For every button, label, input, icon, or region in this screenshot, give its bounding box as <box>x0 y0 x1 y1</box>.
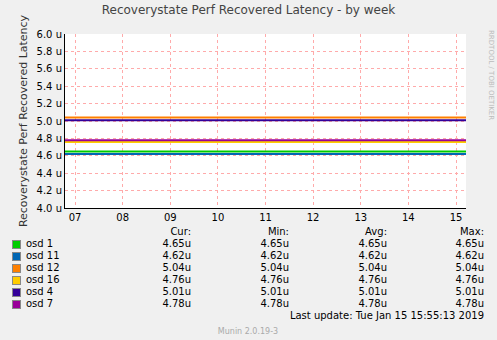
svg-text:5.4 u: 5.4 u <box>37 81 62 92</box>
svg-text:08: 08 <box>116 212 129 223</box>
html-text:4.76u: 4.76u <box>358 274 387 285</box>
svg-text:13: 13 <box>354 212 367 223</box>
html-text:RRDTOOL / TOBI OETIKER: RRDTOOL / TOBI OETIKER <box>487 30 495 121</box>
svg-text:15: 15 <box>450 212 463 223</box>
html-text:4.76u: 4.76u <box>162 274 191 285</box>
svg-text:4.8 u: 4.8 u <box>37 133 62 144</box>
html-text:4.62u: 4.62u <box>358 250 387 261</box>
html-text:osd 1: osd 1 <box>26 238 54 249</box>
svg-text:5.8 u: 5.8 u <box>37 46 62 57</box>
svg-text:4.6 u: 4.6 u <box>37 150 62 161</box>
svg-text:6.0 u: 6.0 u <box>37 29 62 40</box>
svg-text:4.0 u: 4.0 u <box>37 203 62 214</box>
svg-text:07: 07 <box>69 212 82 223</box>
html-text:5.01u: 5.01u <box>162 286 191 297</box>
html-text:osd 11: osd 11 <box>26 250 60 261</box>
html-text:4.78u: 4.78u <box>358 298 387 309</box>
svg-text:09: 09 <box>164 212 177 223</box>
svg-text:10: 10 <box>212 212 225 223</box>
html-text:5.01u: 5.01u <box>260 286 289 297</box>
svg-text:Recoverystate Perf Recovered L: Recoverystate Perf Recovered Latency <box>17 14 30 227</box>
html-text:4.62u: 4.62u <box>260 250 289 261</box>
html-text:osd 16: osd 16 <box>26 274 60 285</box>
html-text:4.65u: 4.65u <box>358 238 387 249</box>
html-text:osd 12: osd 12 <box>26 262 60 273</box>
html-text:4.78u: 4.78u <box>260 298 289 309</box>
svg-text:4.2 u: 4.2 u <box>37 185 62 196</box>
html-text:5.01u: 5.01u <box>455 286 484 297</box>
html-text:4.65u: 4.65u <box>260 238 289 249</box>
html-text:Cur:: Cur: <box>170 226 191 237</box>
html-text:5.01u: 5.01u <box>358 286 387 297</box>
svg-text:5.6 u: 5.6 u <box>37 63 62 74</box>
html-text:4.76u: 4.76u <box>455 274 484 285</box>
html-text:Last update: Tue Jan 15 15:55:: Last update: Tue Jan 15 15:55:13 2019 <box>289 310 484 321</box>
html-text:4.78u: 4.78u <box>455 298 484 309</box>
html-text:Max:: Max: <box>460 226 484 237</box>
html-text:5.04u: 5.04u <box>162 262 191 273</box>
html-text:5.04u: 5.04u <box>260 262 289 273</box>
svg-text:11: 11 <box>259 212 272 223</box>
html-text:5.04u: 5.04u <box>455 262 484 273</box>
html-text:osd 4: osd 4 <box>26 286 54 297</box>
html-text:osd 7: osd 7 <box>26 298 54 309</box>
svg-text:5.2 u: 5.2 u <box>37 98 62 109</box>
svg-text:4.4 u: 4.4 u <box>37 168 62 179</box>
svg-text:5.0 u: 5.0 u <box>37 116 62 127</box>
html-text:Avg:: Avg: <box>365 226 387 237</box>
html-text:4.65u: 4.65u <box>455 238 484 249</box>
html-text:4.65u: 4.65u <box>162 238 191 249</box>
html-text:5.04u: 5.04u <box>358 262 387 273</box>
html-text:Min:: Min: <box>267 226 289 237</box>
html-text:Munin 2.0.19-3: Munin 2.0.19-3 <box>217 327 279 336</box>
html-text:4.62u: 4.62u <box>455 250 484 261</box>
html-text:4.76u: 4.76u <box>260 274 289 285</box>
html-text:4.78u: 4.78u <box>162 298 191 309</box>
svg-text:12: 12 <box>307 212 320 223</box>
svg-text:Recoverystate Perf Recovered L: Recoverystate Perf Recovered Latency - b… <box>102 3 396 17</box>
svg-text:14: 14 <box>402 212 415 223</box>
html-text:4.62u: 4.62u <box>162 250 191 261</box>
